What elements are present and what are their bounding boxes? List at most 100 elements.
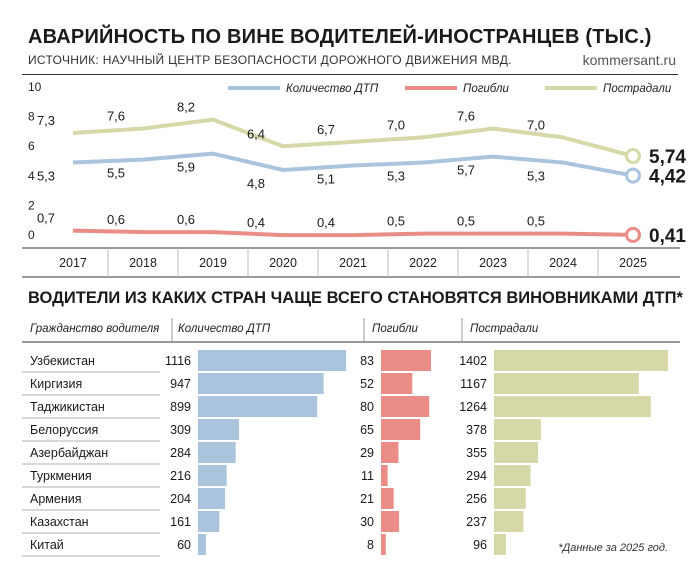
series-endpoint-2 [625, 226, 641, 243]
data-label: 5,7 [457, 163, 475, 178]
bar-3 [494, 488, 526, 509]
data-label: 4,8 [247, 176, 265, 191]
series-line-2 [72, 228, 634, 238]
bar-3 [494, 442, 539, 463]
source-note: ИСТОЧНИК: НАУЧНЫЙ ЦЕНТР БЕЗОПАСНОСТИ ДОР… [28, 53, 512, 67]
bar-1 [198, 465, 227, 486]
x-tick-label: 2020 [269, 256, 297, 270]
chart-title: АВАРИЙНОСТЬ ПО ВИНЕ ВОДИТЕЛЕЙ-ИНОСТРАНЦЕ… [28, 26, 652, 48]
y-tick-label: 2 [28, 198, 35, 212]
country-label: Китай [30, 538, 64, 552]
legend-label-2: Погибли [463, 83, 509, 95]
bar-2 [381, 419, 421, 440]
data-label: 0,6 [107, 212, 125, 227]
x-tick-label: 2022 [409, 256, 437, 270]
data-label: 5,9 [177, 160, 195, 175]
data-label: 0,5 [527, 214, 545, 229]
bar-2 [381, 534, 386, 555]
country-label: Казахстан [30, 515, 89, 529]
bar-2 [381, 350, 431, 371]
bar-value-label: 1402 [459, 354, 487, 368]
data-label: 0,5 [387, 214, 405, 229]
bar-value-label: 29 [360, 446, 374, 460]
country-label: Азербайджан [30, 446, 108, 460]
y-tick-label: 6 [28, 139, 35, 153]
x-tick-label: 2025 [619, 256, 647, 270]
line-chart: Количество ДТП Погибли Пострадали108642020… [22, 80, 686, 278]
data-label: 7,3 [37, 113, 55, 128]
data-label: 0,5 [457, 214, 475, 229]
bar-3 [494, 465, 531, 486]
data-label: 8,2 [177, 100, 195, 115]
data-label: 6,7 [317, 122, 335, 137]
x-tick-label: 2019 [199, 256, 227, 270]
y-tick-label: 4 [28, 169, 35, 183]
bar-value-label: 1167 [460, 377, 487, 391]
bar-3 [494, 511, 524, 532]
bar-value-label: 30 [360, 515, 374, 529]
data-label: 7,0 [387, 117, 405, 132]
bar-1 [198, 419, 239, 440]
bar-1 [198, 442, 236, 463]
data-label: 5,3 [37, 169, 55, 184]
x-tick-label: 2023 [479, 256, 507, 270]
x-tick-label: 2018 [129, 256, 157, 270]
data-label: 0,7 [37, 211, 55, 226]
x-tick-label: 2017 [59, 256, 87, 270]
data-label: 5,5 [107, 166, 125, 181]
y-tick-label: 8 [28, 110, 35, 124]
bar-3 [494, 534, 506, 555]
bar-value-label: 11 [361, 469, 374, 483]
bar-value-label: 899 [170, 400, 191, 414]
y-tick-label: 0 [28, 228, 35, 242]
data-label: 0,4 [247, 215, 265, 230]
bar-value-label: 83 [360, 354, 374, 368]
x-tick-label: 2021 [339, 256, 367, 270]
bar-value-label: 21 [360, 492, 374, 506]
bar-value-label: 1264 [459, 400, 487, 414]
bar-1 [198, 350, 346, 371]
country-label: Туркмения [30, 469, 92, 483]
bar-2 [381, 511, 400, 532]
bar-2 [381, 465, 388, 486]
series-line-3 [72, 117, 634, 158]
killed-column-header: Погибли [372, 323, 418, 335]
legend-label-3: Пострадали [603, 83, 672, 95]
series-endpoint-3 [625, 148, 641, 165]
bar-1 [198, 396, 318, 417]
data-label: 5,1 [317, 172, 335, 187]
country-label: Белоруссия [30, 423, 98, 437]
data-label: 4,42 [649, 167, 686, 188]
bar-3 [494, 350, 668, 371]
bar-value-label: 80 [360, 400, 374, 414]
country-label: Армения [30, 492, 82, 506]
bar-value-label: 284 [170, 446, 191, 460]
bar-value-label: 8 [367, 538, 374, 552]
bar-value-label: 294 [466, 469, 487, 483]
bar-3 [494, 373, 639, 394]
data-label: 7,0 [527, 117, 545, 132]
bar-value-label: 355 [466, 446, 487, 460]
footnote: *Данные за 2025 год. [558, 542, 668, 554]
bar-2 [381, 442, 399, 463]
data-label: 0,4 [317, 215, 335, 230]
legend-label-1: Количество ДТП [286, 83, 379, 95]
series-line-1 [72, 151, 634, 178]
bar-value-label: 237 [466, 515, 487, 529]
data-label: 7,6 [107, 109, 125, 124]
accidents-column-header: Количество ДТП [178, 323, 271, 335]
country-label: Таджикистан [30, 400, 105, 414]
bar-2 [381, 396, 430, 417]
bar-value-label: 309 [170, 423, 191, 437]
country-label: Киргизия [30, 377, 82, 391]
data-label: 6,4 [247, 126, 265, 141]
bar-value-label: 161 [170, 515, 191, 529]
bar-value-label: 1116 [165, 354, 191, 368]
bar-1 [198, 488, 226, 509]
country-column-header: Гражданство водителя [30, 323, 160, 335]
data-label: 7,6 [457, 109, 475, 124]
bar-3 [494, 396, 651, 417]
top-divider [22, 74, 678, 75]
bar-value-label: 52 [360, 377, 374, 391]
bar-3 [494, 419, 541, 440]
